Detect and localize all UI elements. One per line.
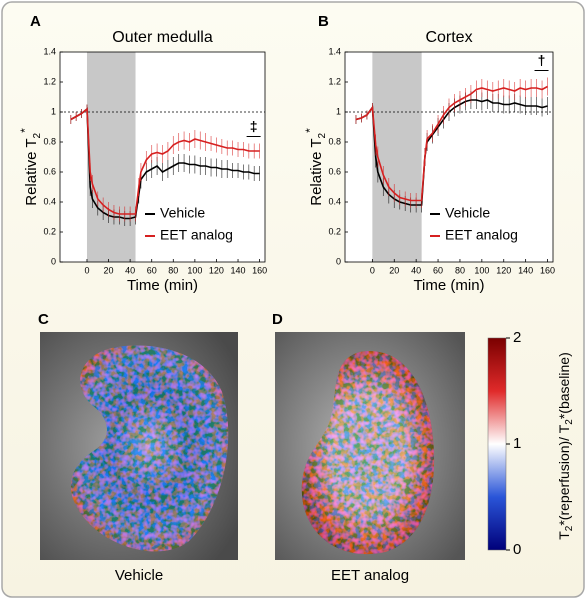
y-tick-label: 1.2 [43, 76, 56, 86]
plot-frame [344, 51, 554, 263]
kidney-texture [70, 345, 229, 552]
x-tick-label: 160 [540, 265, 555, 275]
annotation: ‡ [250, 118, 258, 134]
x-tick-label: 40 [411, 265, 421, 275]
shaded-span [86, 52, 136, 262]
panel-label: A [30, 13, 41, 30]
y-tick-label: 0 [51, 256, 56, 266]
legend-label: Vehicle [160, 205, 205, 221]
x-tick-label: 140 [518, 265, 533, 275]
shaded-span [372, 52, 422, 262]
y-tick-label: 1.4 [328, 46, 341, 56]
x-tick-label: 120 [496, 265, 511, 275]
y-axis-label-text: Relative T [23, 138, 40, 205]
x-tick-label: 40 [125, 265, 135, 275]
colorbar-label-text: T [556, 531, 572, 540]
y-tick-label: 1.4 [43, 46, 56, 56]
colorbar-label-sub: 2 [564, 525, 575, 531]
y-axis-label: Relative T2* [303, 128, 327, 206]
x-axis-label: Time (min) [413, 277, 484, 294]
panel-label: C [38, 311, 49, 328]
x-tick-label: 0 [84, 265, 89, 275]
colorbar-tick-label: 2 [513, 329, 521, 346]
y-tick-label: 1 [51, 106, 56, 116]
x-axis-label: Time (min) [127, 277, 198, 294]
colorbar-tick-label: 1 [513, 435, 521, 452]
series-line [70, 107, 260, 220]
x-tick-label: 20 [389, 265, 399, 275]
chart-title: Cortex [425, 29, 472, 46]
plot-frame [59, 51, 266, 263]
legend-label: EET analog [160, 227, 233, 243]
y-tick-label: 0 [336, 256, 341, 266]
annotation: † [538, 52, 546, 68]
y-tick-label: 0.2 [328, 226, 341, 236]
y-tick-label: 0.6 [43, 166, 56, 176]
panel-label: D [272, 311, 283, 328]
colorbar-label-sub: 2 [564, 419, 575, 425]
x-tick-label: 100 [474, 265, 489, 275]
y-axis-label-sub: 2 [317, 132, 328, 138]
chart-title: Outer medulla [112, 29, 213, 46]
series-line [355, 85, 548, 202]
colorbar-label: T2*(reperfusion)/ T2*(baseline) [556, 352, 575, 540]
x-tick-label: 160 [252, 265, 267, 275]
x-tick-label: 140 [231, 265, 246, 275]
colorbar [487, 337, 507, 551]
legend-label: Vehicle [445, 205, 490, 221]
colorbar-label-text: *(reperfusion)/ T [556, 424, 572, 525]
series-line [70, 107, 260, 215]
image-caption: Vehicle [115, 567, 163, 584]
x-tick-label: 120 [209, 265, 224, 275]
y-tick-label: 0.8 [328, 136, 341, 146]
y-tick-label: 0.8 [43, 136, 56, 146]
x-tick-label: 60 [147, 265, 157, 275]
y-axis-label-sup: * [18, 128, 32, 133]
y-tick-label: 0.4 [328, 196, 341, 206]
legend-label: EET analog [445, 227, 518, 243]
kidney-texture [301, 351, 435, 555]
y-axis-label-sup: * [303, 128, 317, 133]
y-tick-label: 0.4 [43, 196, 56, 206]
colorbar-label-text: *(baseline) [556, 352, 572, 419]
series-line [355, 99, 548, 206]
panel-label: B [318, 13, 329, 30]
y-tick-label: 0.6 [328, 166, 341, 176]
y-tick-label: 1.2 [328, 76, 341, 86]
x-tick-label: 80 [168, 265, 178, 275]
x-tick-label: 100 [187, 265, 202, 275]
y-tick-label: 1 [336, 106, 341, 116]
x-tick-label: 0 [370, 265, 375, 275]
y-axis-label-sub: 2 [32, 132, 43, 138]
x-tick-label: 80 [455, 265, 465, 275]
image-caption: EET analog [331, 567, 409, 584]
x-tick-label: 20 [104, 265, 114, 275]
y-axis-label: Relative T2* [18, 128, 42, 206]
y-axis-label-text: Relative T [308, 138, 325, 205]
y-tick-label: 0.2 [43, 226, 56, 236]
x-tick-label: 60 [433, 265, 443, 275]
colorbar-tick-label: 0 [513, 541, 521, 558]
